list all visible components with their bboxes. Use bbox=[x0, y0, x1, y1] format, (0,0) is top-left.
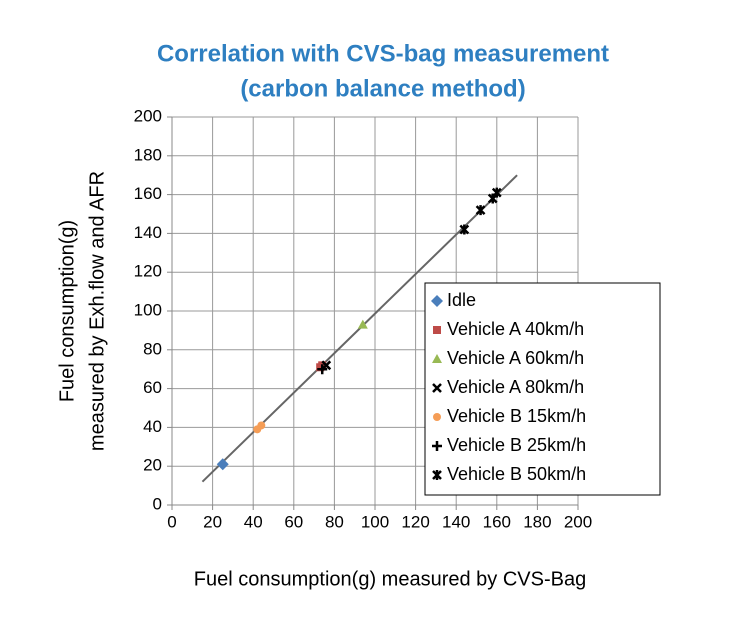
chart-title: (carbon balance method) bbox=[240, 75, 525, 102]
legend-marker bbox=[432, 441, 442, 451]
x-tick-label: 60 bbox=[284, 512, 303, 531]
point bbox=[317, 364, 328, 375]
x-tick-label: 0 bbox=[167, 512, 176, 531]
legend-label: Vehicle A 40km/h bbox=[447, 319, 584, 339]
y-tick-label: 120 bbox=[134, 262, 162, 281]
legend-marker bbox=[433, 326, 441, 334]
y-tick-label: 0 bbox=[153, 494, 162, 513]
legend-marker bbox=[432, 470, 442, 480]
x-tick-label: 160 bbox=[483, 512, 511, 531]
y-tick-label: 180 bbox=[134, 145, 162, 164]
y-tick-label: 160 bbox=[134, 184, 162, 203]
y-axis-title: measured by Exh.flow and AFR bbox=[86, 171, 108, 451]
chart-title: Correlation with CVS-bag measurement bbox=[157, 40, 609, 67]
x-tick-label: 100 bbox=[361, 512, 389, 531]
x-tick-label: 120 bbox=[401, 512, 429, 531]
x-axis-title: Fuel consumption(g) measured by CVS-Bag bbox=[194, 568, 586, 590]
point bbox=[257, 421, 266, 430]
point bbox=[491, 187, 502, 198]
x-tick-label: 40 bbox=[244, 512, 263, 531]
legend-label: Vehicle B 15km/h bbox=[447, 406, 586, 426]
x-tick-label: 200 bbox=[564, 512, 592, 531]
y-tick-label: 100 bbox=[134, 300, 162, 319]
legend-label: Idle bbox=[447, 290, 476, 310]
y-axis-title: Fuel consumption(g) bbox=[56, 220, 78, 402]
legend-label: Vehicle B 25km/h bbox=[447, 435, 586, 455]
x-tick-label: 140 bbox=[442, 512, 470, 531]
point bbox=[216, 458, 229, 471]
legend-label: Vehicle A 60km/h bbox=[447, 348, 584, 368]
y-tick-label: 80 bbox=[143, 339, 162, 358]
y-tick-label: 60 bbox=[143, 378, 162, 397]
y-tick-label: 200 bbox=[134, 106, 162, 125]
point bbox=[357, 319, 368, 329]
legend-box bbox=[424, 282, 661, 496]
point bbox=[459, 224, 470, 235]
x-tick-label: 20 bbox=[203, 512, 222, 531]
x-tick-label: 180 bbox=[523, 512, 551, 531]
legend-marker bbox=[432, 383, 442, 393]
legend-marker bbox=[433, 413, 441, 421]
point bbox=[475, 205, 486, 216]
x-tick-label: 80 bbox=[325, 512, 344, 531]
y-tick-label: 40 bbox=[143, 417, 162, 436]
y-tick-label: 140 bbox=[134, 223, 162, 242]
y-tick-label: 20 bbox=[143, 456, 162, 475]
legend-label: Vehicle B 50km/h bbox=[447, 464, 586, 484]
legend-marker bbox=[432, 354, 442, 363]
legend-marker bbox=[431, 295, 443, 307]
legend-label: Vehicle A 80km/h bbox=[447, 377, 584, 397]
